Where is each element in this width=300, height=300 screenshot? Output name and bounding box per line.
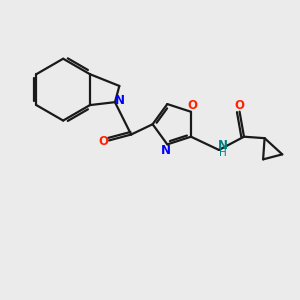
Text: N: N <box>115 94 125 107</box>
Text: O: O <box>188 99 197 112</box>
Text: O: O <box>235 99 244 112</box>
Text: H: H <box>219 148 226 158</box>
Text: N: N <box>161 144 171 158</box>
Text: O: O <box>99 135 109 148</box>
Text: N: N <box>218 139 227 152</box>
